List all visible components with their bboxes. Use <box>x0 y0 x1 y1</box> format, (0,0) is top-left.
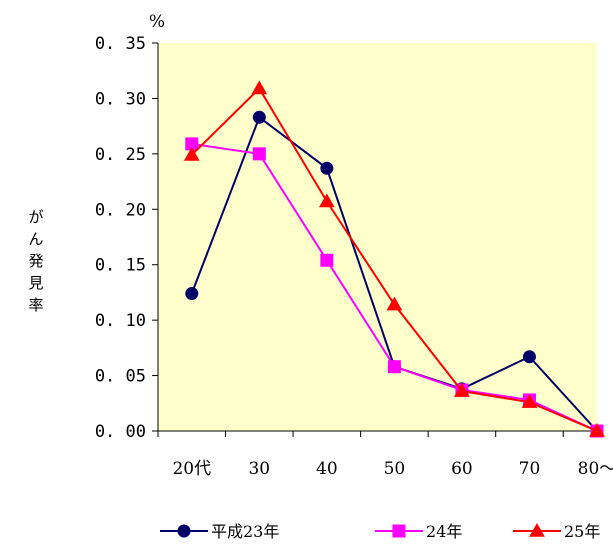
y-tick-label: 0. 35 <box>95 34 146 54</box>
plot-area <box>158 43 597 431</box>
y-tick-label: 0. 15 <box>95 256 146 276</box>
y-tick-label: 0. 00 <box>95 422 146 442</box>
x-tick-label: 50 <box>384 459 406 479</box>
legend-marker <box>177 524 191 538</box>
data-point <box>387 360 401 374</box>
data-point <box>521 394 538 408</box>
legend-item: 平成23年 <box>160 522 279 541</box>
data-point <box>252 147 266 161</box>
y-axis-label: がん発見率 <box>28 208 43 314</box>
legend-label: 平成23年 <box>211 522 279 541</box>
x-tick-label: 20代 <box>172 459 211 479</box>
data-point <box>454 383 470 397</box>
data-point <box>185 287 199 301</box>
y-tick-label: 0. 20 <box>95 200 146 220</box>
x-tick-label: 70 <box>519 459 541 479</box>
y-tick-label: 0. 25 <box>95 145 146 165</box>
data-point <box>320 161 334 175</box>
data-point <box>522 350 536 364</box>
data-point <box>589 422 605 437</box>
data-point <box>251 80 268 95</box>
data-point <box>320 253 334 267</box>
legend-marker <box>529 522 545 537</box>
y-tick-label: 0. 30 <box>95 89 146 109</box>
data-point <box>318 193 335 208</box>
data-point <box>252 110 266 124</box>
series-3 <box>183 80 605 437</box>
legend-item: 25年 <box>513 522 600 541</box>
legend-label: 24年 <box>426 522 462 541</box>
unit-label: % <box>149 12 165 32</box>
x-tick-label: 60 <box>451 459 473 479</box>
x-tick-label: 40 <box>316 459 338 479</box>
y-tick-label: 0. 05 <box>95 367 146 387</box>
data-point <box>183 146 200 161</box>
y-tick-label: 0. 10 <box>95 311 146 331</box>
legend-marker <box>392 524 406 538</box>
x-tick-label: 30 <box>248 459 270 479</box>
x-tick-label: 80～ <box>578 459 613 479</box>
legend-item: 24年 <box>375 522 462 541</box>
data-point <box>386 296 403 311</box>
legend-label: 25年 <box>564 522 600 541</box>
